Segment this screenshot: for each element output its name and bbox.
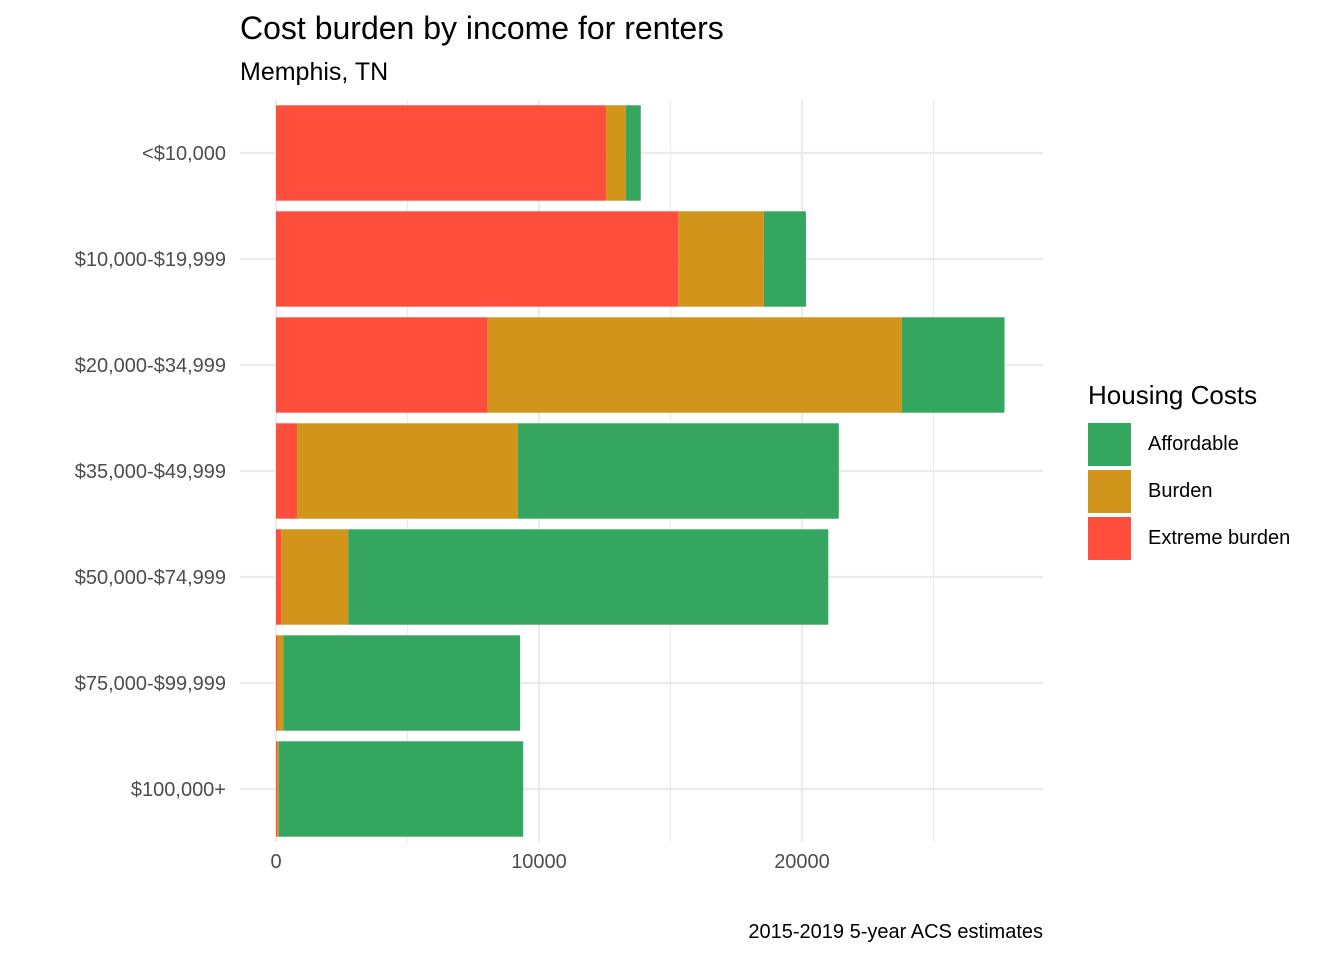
y-tick-label-75-000-99-999: $75,000-$99,999 [75, 673, 226, 695]
bars [276, 105, 1005, 837]
bar-burden-100-000 [277, 741, 279, 837]
bar-extreme-burden-35-000-49-999 [276, 423, 298, 519]
y-tick-label-10-000: <$10,000 [142, 143, 226, 165]
y-tick-label-35-000-49-999: $35,000-$49,999 [75, 461, 226, 483]
chart-title: Cost burden by income for renters [240, 10, 724, 46]
y-tick-label-100-000: $100,000+ [131, 779, 226, 801]
legend-label-affordable: Affordable [1148, 432, 1239, 455]
legend-label-burden: Burden [1148, 479, 1213, 502]
bar-burden-10-000 [606, 105, 626, 201]
bar-burden-20-000-34-999 [487, 317, 902, 413]
legend: Housing Costs Affordable Burden Extreme … [1088, 380, 1290, 562]
x-axis-ticks: 0 10000 20000 [270, 851, 829, 873]
x-tick-label-20000: 20000 [774, 851, 830, 873]
bar-extreme-burden-75-000-99-999 [276, 635, 278, 731]
bar-burden-50-000-74-999 [281, 529, 349, 625]
legend-swatch-burden [1088, 469, 1131, 513]
legend-swatch-affordable [1088, 422, 1131, 466]
x-tick-label-10000: 10000 [511, 851, 567, 873]
y-tick-label-50-000-74-999: $50,000-$74,999 [75, 567, 226, 589]
y-axis-ticks: <$10,000 $10,000-$19,999 $20,000-$34,999 $3… [75, 143, 226, 801]
y-tick-label-10-000-19-999: $10,000-$19,999 [75, 249, 226, 271]
bar-extreme-burden-20-000-34-999 [276, 317, 488, 413]
legend-item-burden: Burden [1088, 468, 1290, 514]
bar-affordable-75-000-99-999 [283, 635, 521, 731]
legend-item-extreme-burden: Extreme burden [1088, 515, 1290, 561]
y-tick-label-20-000-34-999: $20,000-$34,999 [75, 355, 226, 377]
bar-affordable-10-000 [625, 105, 641, 201]
legend-item-affordable: Affordable [1088, 421, 1290, 467]
bar-extreme-burden-50-000-74-999 [276, 529, 282, 625]
bar-affordable-20-000-34-999 [901, 317, 1005, 413]
bar-affordable-100-000 [278, 741, 524, 837]
legend-label-extreme-burden: Extreme burden [1148, 526, 1291, 549]
bar-affordable-35-000-49-999 [517, 423, 839, 519]
bar-burden-75-000-99-999 [277, 635, 284, 731]
x-tick-label-0: 0 [270, 851, 281, 873]
bar-burden-10-000-19-999 [678, 211, 764, 307]
bar-extreme-burden-10-000-19-999 [276, 211, 679, 307]
bar-burden-35-000-49-999 [297, 423, 518, 519]
legend-swatch-extreme-burden [1088, 516, 1131, 560]
bar-affordable-10-000-19-999 [763, 211, 806, 307]
chart-caption: 2015-2019 5-year ACS estimates [748, 921, 1043, 943]
chart-subtitle: Memphis, TN [240, 58, 389, 86]
bar-extreme-burden-10-000 [276, 105, 607, 201]
bar-extreme-burden-100-000 [276, 741, 278, 837]
legend-title: Housing Costs [1088, 380, 1258, 410]
bar-affordable-50-000-74-999 [348, 529, 829, 625]
